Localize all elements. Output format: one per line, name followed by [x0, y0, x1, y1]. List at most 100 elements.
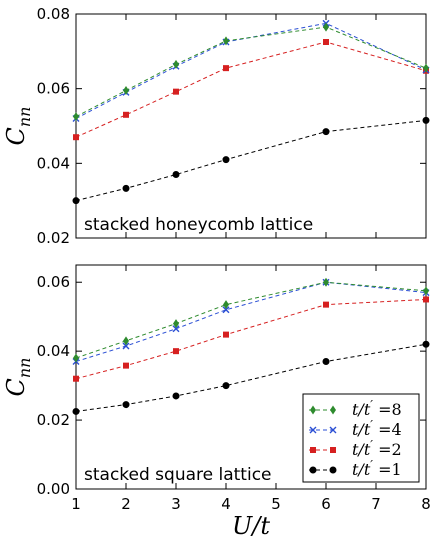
y-tick-label: 0.06: [37, 273, 70, 291]
legend-label: t/t′ =8: [352, 398, 402, 419]
y-tick-label: 0.02: [37, 411, 70, 429]
x-tick-label: 2: [121, 495, 131, 513]
legend-marker-start: [309, 426, 317, 434]
x-tick-label: 8: [421, 495, 431, 513]
series-line-t1: [75, 119, 427, 202]
data-point-t1: [422, 116, 430, 124]
legend-label: t/t′ =1: [352, 458, 402, 479]
legend-marker-end: [330, 447, 336, 453]
x-tick-label: 1: [71, 495, 81, 513]
data-point-t2: [173, 348, 179, 355]
data-point-t1: [222, 156, 230, 164]
series-line-t2: [75, 41, 427, 138]
data-point-t2: [123, 111, 129, 118]
data-point-t8: [223, 36, 229, 46]
series-line-t8: [75, 26, 427, 118]
data-point-t2: [73, 375, 79, 382]
series-t1: [72, 116, 430, 205]
data-point-t8: [73, 112, 79, 122]
legend: t/t′ =8t/t′ =4t/t′ =2t/t′ =1: [302, 393, 420, 483]
series-t4: [72, 19, 430, 123]
legend-marker-end: [329, 426, 337, 434]
top-plot-frame: [75, 13, 427, 239]
data-point-t1: [172, 171, 180, 179]
top-x-ticks: [75, 14, 427, 238]
series-t1: [72, 340, 430, 415]
y-tick-label: 0.06: [37, 80, 70, 98]
top-y-ticks: 0.02 0.04 0.06 0.08: [37, 5, 426, 247]
series-t8: [73, 22, 429, 122]
x-tick-label: 6: [321, 495, 331, 513]
data-point-t8: [423, 286, 429, 296]
data-point-t8: [323, 277, 329, 287]
x-tick-label: 3: [171, 495, 181, 513]
x-tick-label: 5: [271, 495, 281, 513]
legend-marker-start: [310, 447, 316, 453]
y-tick-label: 0.02: [37, 229, 70, 247]
data-point-t1: [422, 340, 430, 348]
x-tick-label: 7: [371, 495, 381, 513]
top-y-axis-label: Cnn: [2, 107, 34, 146]
data-point-t1: [72, 197, 80, 205]
series-line-t4: [75, 281, 427, 362]
y-tick-label: 0.04: [37, 342, 70, 360]
series-t8: [73, 277, 429, 363]
legend-marker-start: [309, 466, 317, 474]
bottom-y-ticks: 0.00 0.02 0.04 0.06: [37, 273, 426, 498]
x-axis-label: U/t: [232, 512, 270, 540]
legend-box: [302, 393, 420, 483]
legend-entry-t2: t/t′ =2: [309, 438, 402, 459]
data-point-t1: [172, 392, 180, 400]
data-point-t2: [73, 134, 79, 141]
data-point-t2: [223, 65, 229, 72]
bottom-chart-panel: 0.00 0.02 0.04 0.06 1 2 3 4 5 6 7 8 stacked square…: [2, 264, 431, 540]
bottom-x-ticks: 1 2 3 4 5 6 7 8: [71, 265, 431, 513]
data-point-t2: [123, 362, 129, 369]
data-point-t4: [172, 325, 180, 333]
series-line-t4: [75, 22, 427, 119]
bottom-annotation: stacked square lattice: [84, 465, 272, 485]
data-point-t1: [222, 382, 230, 390]
series-t2: [73, 296, 429, 382]
data-point-t2: [323, 39, 329, 45]
data-point-t2: [173, 88, 179, 95]
top-annotation: stacked honeycomb lattice: [84, 215, 313, 235]
data-point-t1: [72, 407, 80, 415]
data-point-t8: [173, 319, 179, 329]
data-point-t8: [223, 300, 229, 310]
top-chart-panel: 0.02 0.04 0.06 0.08 stacked honeycomb latti…: [2, 5, 430, 247]
top-series-layer: [72, 19, 430, 205]
legend-entry-t4: t/t′ =4: [309, 418, 402, 439]
series-line-t8: [75, 281, 427, 359]
data-point-t8: [123, 336, 129, 346]
data-point-t2: [423, 296, 429, 303]
data-point-t1: [322, 128, 330, 136]
series-line-t1: [75, 343, 427, 412]
bottom-series-layer: [72, 277, 430, 415]
y-tick-label: 0.00: [37, 480, 70, 498]
data-point-t2: [223, 331, 229, 338]
data-point-t8: [423, 63, 429, 73]
y-tick-label: 0.08: [37, 5, 70, 23]
legend-entry-t1: t/t′ =1: [309, 458, 402, 479]
bottom-y-axis-label: Cnn: [2, 358, 34, 397]
legend-entries: t/t′ =8t/t′ =4t/t′ =2t/t′ =1: [309, 398, 402, 479]
legend-marker-end: [329, 466, 337, 474]
data-point-t8: [173, 59, 179, 69]
x-tick-label: 4: [221, 495, 231, 513]
data-point-t2: [323, 301, 329, 308]
y-tick-label: 0.04: [37, 154, 70, 172]
series-line-t2: [75, 298, 427, 380]
legend-label: t/t′ =4: [352, 418, 402, 439]
data-point-t8: [73, 353, 79, 363]
legend-label: t/t′ =2: [352, 438, 402, 459]
legend-marker-start: [310, 405, 316, 415]
series-t4: [72, 278, 430, 365]
data-point-t1: [122, 184, 130, 192]
data-point-t8: [323, 22, 329, 32]
legend-entry-t8: t/t′ =8: [309, 398, 402, 419]
data-point-t4: [222, 306, 230, 314]
data-point-t8: [123, 86, 129, 96]
data-point-t1: [322, 357, 330, 365]
